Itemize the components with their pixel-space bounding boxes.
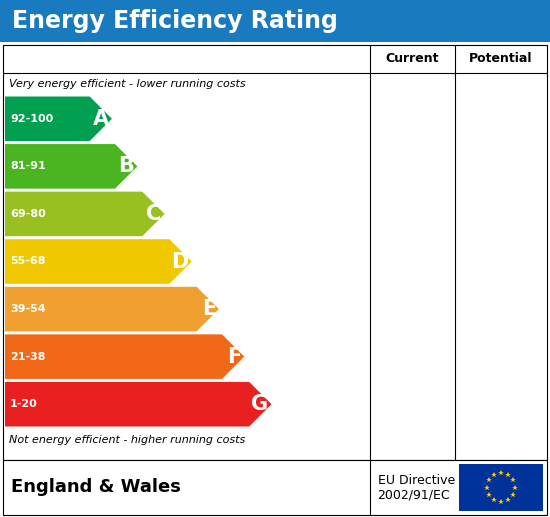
Text: C: C bbox=[146, 204, 162, 224]
Text: 55-68: 55-68 bbox=[10, 256, 46, 266]
Bar bbox=[459, 464, 543, 511]
Text: A: A bbox=[93, 109, 109, 129]
Bar bbox=[3, 45, 547, 460]
Text: 81-91: 81-91 bbox=[10, 161, 46, 171]
Polygon shape bbox=[5, 144, 137, 189]
Text: 21-38: 21-38 bbox=[10, 352, 46, 362]
Polygon shape bbox=[5, 287, 219, 331]
Text: B: B bbox=[118, 156, 134, 176]
Text: 1-20: 1-20 bbox=[10, 399, 38, 409]
Text: 69-80: 69-80 bbox=[10, 209, 46, 219]
Text: Very energy efficient - lower running costs: Very energy efficient - lower running co… bbox=[9, 79, 246, 89]
Text: F: F bbox=[227, 346, 241, 367]
Polygon shape bbox=[5, 382, 272, 427]
Bar bbox=[3, 460, 547, 515]
Polygon shape bbox=[5, 239, 192, 284]
Polygon shape bbox=[5, 97, 112, 141]
Text: 92-100: 92-100 bbox=[10, 114, 53, 124]
Text: Not energy efficient - higher running costs: Not energy efficient - higher running co… bbox=[9, 435, 245, 445]
Bar bbox=[0, 0, 550, 42]
Text: 39-54: 39-54 bbox=[10, 304, 46, 314]
Text: England & Wales: England & Wales bbox=[11, 479, 181, 496]
Text: E: E bbox=[202, 299, 216, 319]
Polygon shape bbox=[5, 334, 244, 379]
Text: Current: Current bbox=[386, 53, 439, 66]
Text: D: D bbox=[172, 251, 189, 271]
Polygon shape bbox=[5, 192, 164, 236]
Text: Energy Efficiency Rating: Energy Efficiency Rating bbox=[12, 9, 338, 33]
Text: G: G bbox=[251, 394, 268, 414]
Text: 2002/91/EC: 2002/91/EC bbox=[378, 488, 450, 501]
Text: EU Directive: EU Directive bbox=[378, 474, 455, 487]
Text: Potential: Potential bbox=[469, 53, 532, 66]
